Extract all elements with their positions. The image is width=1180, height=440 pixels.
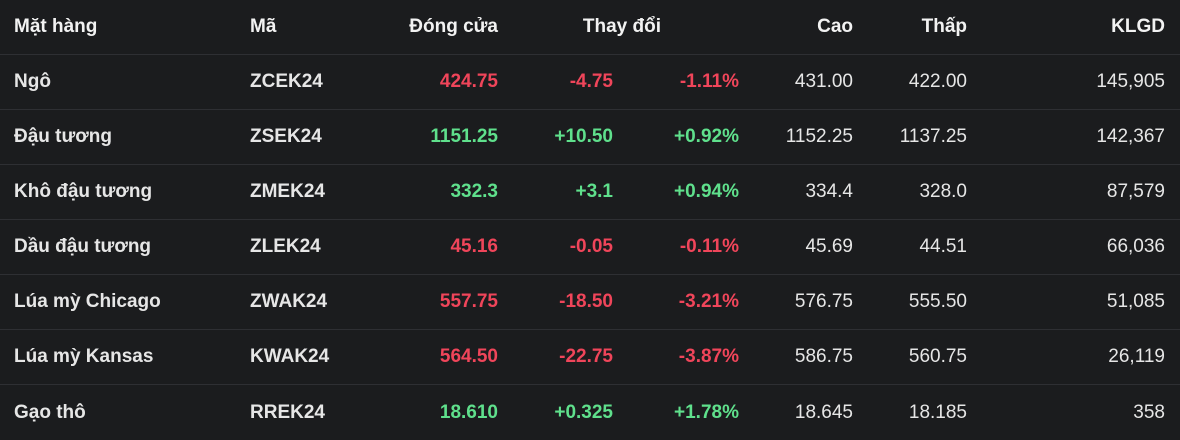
close-price: 18.610 — [439, 401, 498, 423]
commodity-name: Khô đậu tương — [14, 181, 153, 202]
price-change: -22.75 — [559, 346, 613, 367]
price-change: +10.50 — [554, 126, 613, 147]
percent-change: +1.78% — [674, 401, 739, 423]
low-price: 328.0 — [919, 181, 967, 202]
header-high[interactable]: Cao — [817, 16, 853, 37]
header-close[interactable]: Đóng cửa — [409, 16, 498, 37]
volume: 66,036 — [1106, 236, 1165, 257]
volume: 145,905 — [1096, 71, 1165, 92]
table-row[interactable]: Dầu đậu tương ZLEK24 45.16 -0.05 -0.11% … — [0, 220, 1180, 275]
high-price: 576.75 — [794, 291, 853, 312]
price-change: +3.1 — [575, 181, 613, 202]
low-price: 44.51 — [919, 236, 967, 257]
header-change[interactable]: Thay đổi — [582, 16, 661, 37]
commodity-code: ZMEK24 — [250, 181, 325, 202]
header-volume[interactable]: KLGD — [1111, 16, 1165, 37]
commodity-code: RREK24 — [250, 401, 325, 423]
volume: 51,085 — [1106, 291, 1165, 312]
table-row[interactable]: Khô đậu tương ZMEK24 332.3 +3.1 +0.94% 3… — [0, 165, 1180, 220]
commodity-name: Đậu tương — [14, 126, 112, 147]
table-header-row: Mặt hàng Mã Đóng cửa Thay đổi Cao Thấp K… — [0, 0, 1180, 55]
volume: 142,367 — [1096, 126, 1165, 147]
percent-change: -3.21% — [678, 291, 739, 312]
table-row[interactable]: Đậu tương ZSEK24 1151.25 +10.50 +0.92% 1… — [0, 110, 1180, 165]
commodity-name: Lúa mỳ Kansas — [14, 346, 154, 367]
commodity-code: ZLEK24 — [250, 236, 321, 257]
volume: 26,119 — [1108, 346, 1165, 367]
percent-change: -1.11% — [679, 71, 739, 92]
commodity-code: ZCEK24 — [250, 71, 323, 92]
price-change: +0.325 — [554, 401, 613, 423]
high-price: 334.4 — [805, 181, 853, 202]
low-price: 555.50 — [908, 291, 967, 312]
commodity-name: Lúa mỳ Chicago — [14, 291, 161, 312]
close-price: 45.16 — [450, 236, 498, 257]
high-price: 18.645 — [794, 401, 853, 423]
close-price: 332.3 — [450, 181, 498, 202]
header-low[interactable]: Thấp — [921, 16, 967, 37]
price-change: -0.05 — [569, 236, 613, 257]
percent-change: -0.11% — [679, 236, 739, 257]
price-change: -4.75 — [569, 71, 613, 92]
volume: 87,579 — [1106, 181, 1165, 202]
table-row[interactable]: Gạo thô RREK24 18.610 +0.325 +1.78% 18.6… — [0, 385, 1180, 440]
low-price: 422.00 — [908, 71, 967, 92]
table-row[interactable]: Lúa mỳ Chicago ZWAK24 557.75 -18.50 -3.2… — [0, 275, 1180, 330]
commodity-code: ZWAK24 — [250, 291, 328, 312]
high-price: 45.69 — [805, 236, 853, 257]
percent-change: +0.94% — [674, 181, 739, 202]
high-price: 586.75 — [794, 346, 853, 367]
close-price: 564.50 — [439, 346, 498, 367]
commodity-name: Dầu đậu tương — [14, 236, 152, 257]
low-price: 18.185 — [908, 401, 967, 423]
table-row[interactable]: Ngô ZCEK24 424.75 -4.75 -1.11% 431.00 42… — [0, 55, 1180, 110]
high-price: 431.00 — [794, 71, 853, 92]
commodity-name: Gạo thô — [14, 401, 86, 423]
volume: 358 — [1133, 401, 1165, 423]
high-price: 1152.25 — [785, 126, 853, 147]
table-row[interactable]: Lúa mỳ Kansas KWAK24 564.50 -22.75 -3.87… — [0, 330, 1180, 385]
low-price: 1137.25 — [899, 126, 967, 147]
close-price: 1151.25 — [430, 126, 498, 147]
low-price: 560.75 — [908, 346, 967, 367]
close-price: 424.75 — [439, 71, 498, 92]
percent-change: -3.87% — [678, 346, 739, 367]
commodity-code: ZSEK24 — [250, 126, 322, 147]
percent-change: +0.92% — [674, 126, 739, 147]
commodity-name: Ngô — [14, 71, 51, 92]
price-change: -18.50 — [559, 291, 613, 312]
header-name[interactable]: Mặt hàng — [14, 16, 98, 37]
header-code[interactable]: Mã — [250, 16, 277, 37]
commodity-code: KWAK24 — [250, 346, 330, 367]
close-price: 557.75 — [439, 291, 498, 312]
